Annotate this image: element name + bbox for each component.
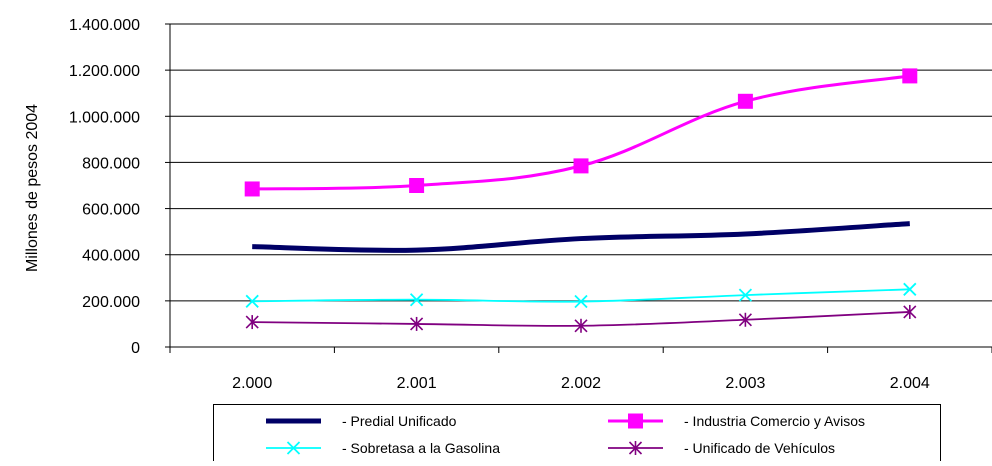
tick-labels: 0 200.000 400.000 600.000 800.000 1.000.000 1.… (69, 17, 930, 392)
x-tick-label: 2.004 (890, 375, 930, 392)
legend-box (213, 404, 941, 464)
y-tick-label: 600.000 (82, 202, 140, 219)
data-point-3 (410, 316, 424, 331)
data-point-3 (738, 312, 752, 327)
legend-label: - Unificado de Vehículos (684, 440, 835, 456)
legend-item-1: - Industria Comercio y Avisos (608, 413, 865, 429)
data-point-1 (737, 93, 753, 109)
series-line-0 (252, 221, 910, 253)
marker-stroke (245, 294, 259, 308)
y-tick-label: 1.000.000 (69, 109, 140, 126)
y-axis-title: Millones de pesos 2004 (24, 104, 41, 272)
y-tick-label: 800.000 (82, 155, 140, 172)
data-point-1 (244, 181, 260, 197)
legend-item-2: - Sobretasa a la Gasolina (266, 440, 500, 456)
marker-stroke (574, 294, 588, 309)
marker-stroke (409, 293, 424, 307)
data-point-1 (573, 158, 589, 174)
data-point-2 (245, 294, 259, 308)
x-tick-label: 2.000 (232, 375, 272, 392)
data-point-2 (903, 282, 917, 296)
x-tick-label: 2.003 (725, 375, 765, 392)
x-tick-label: 2.002 (561, 375, 601, 392)
legend-marker (628, 441, 643, 455)
data-point-2 (738, 288, 753, 302)
x-tick-label: 2.001 (397, 375, 437, 392)
data-point-3 (574, 318, 588, 333)
legend-item-3: - Unificado de Vehículos (608, 440, 835, 456)
data-point-1 (409, 178, 425, 193)
legend-label: - Industria Comercio y Avisos (684, 413, 865, 429)
legend-label: - Sobretasa a la Gasolina (342, 440, 500, 456)
legend-label: - Predial Unificado (342, 413, 457, 429)
y-tick-label: 0 (131, 340, 140, 357)
legend: - Predial Unificado - Industria Comercio … (213, 404, 941, 464)
data-point-2 (409, 293, 424, 307)
legend-item-0: - Predial Unificado (266, 413, 457, 429)
y-tick-label: 1.200.000 (69, 63, 140, 80)
series-markers (244, 68, 918, 333)
data-point-1 (902, 68, 918, 84)
y-tick-label: 1.400.000 (69, 17, 140, 34)
y-tick-label: 200.000 (82, 294, 140, 311)
legend-marker (286, 441, 301, 455)
data-point-2 (574, 294, 588, 309)
marker-stroke (903, 282, 917, 296)
marker-stroke (738, 288, 753, 302)
data-point-3 (903, 304, 917, 319)
grid-lines (170, 23, 992, 302)
data-point-3 (245, 315, 259, 330)
axes (165, 23, 992, 353)
series-lines (252, 74, 911, 327)
y-tick-label: 400.000 (82, 248, 140, 265)
marker-stroke (286, 441, 301, 455)
legend-marker (628, 413, 643, 429)
series-line-2 (252, 288, 910, 303)
